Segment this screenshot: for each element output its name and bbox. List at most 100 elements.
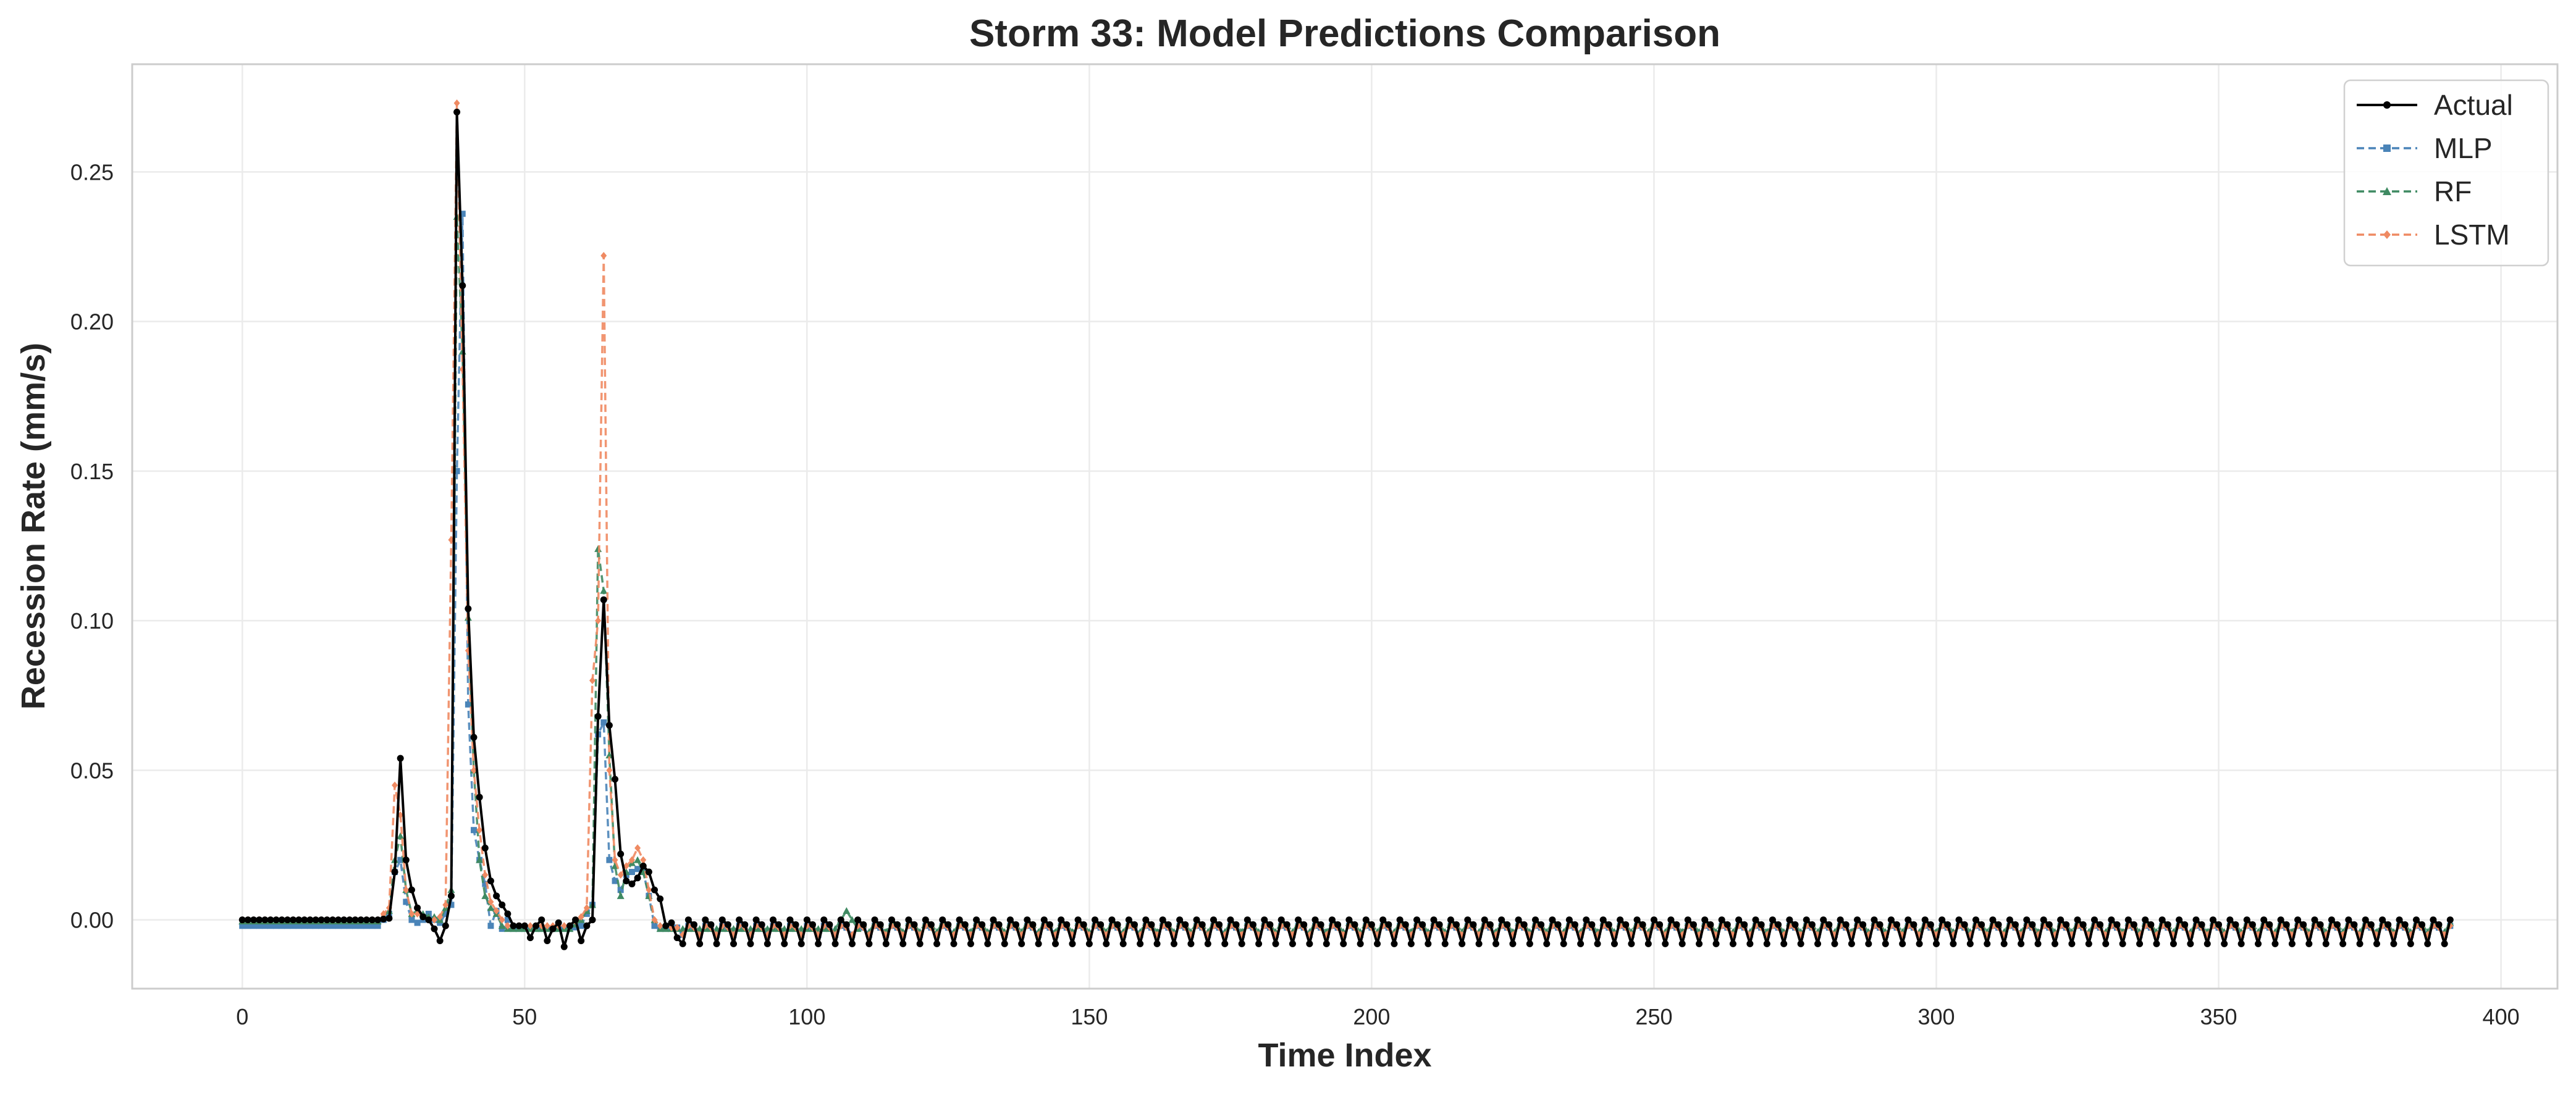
data-point-actual xyxy=(436,937,444,944)
data-point-rf xyxy=(696,925,704,932)
x-tick-label: 300 xyxy=(1917,1004,1955,1029)
data-point-actual xyxy=(820,916,828,924)
data-point-actual xyxy=(1865,940,1872,947)
data-point-mlp xyxy=(267,923,274,929)
data-point-actual xyxy=(2322,940,2330,947)
data-point-actual xyxy=(1046,921,1053,928)
data-point-actual xyxy=(792,921,799,928)
data-point-actual xyxy=(973,916,980,924)
data-point-actual xyxy=(2153,940,2160,947)
data-point-actual xyxy=(1673,921,1680,928)
data-point-actual xyxy=(1475,940,1483,947)
data-point-actual xyxy=(1554,921,1562,928)
data-point-actual xyxy=(2097,921,2104,928)
data-point-actual xyxy=(939,916,946,924)
data-point-actual xyxy=(1137,940,1144,947)
data-point-actual xyxy=(1092,916,1099,924)
data-point-actual xyxy=(2334,921,2341,928)
data-point-actual xyxy=(2090,916,2098,924)
data-point-mlp xyxy=(239,923,246,929)
data-point-actual xyxy=(1492,940,1500,947)
data-point-actual xyxy=(668,919,675,926)
data-point-actual xyxy=(2057,916,2065,924)
data-point-actual xyxy=(1701,916,1709,924)
data-point-actual xyxy=(1402,921,1409,928)
data-point-actual xyxy=(340,916,348,924)
data-point-actual xyxy=(730,940,738,947)
data-point-actual xyxy=(1921,916,1929,924)
data-point-actual xyxy=(374,916,382,924)
data-point-actual xyxy=(1413,916,1421,924)
data-point-lstm xyxy=(544,922,550,930)
data-point-actual xyxy=(865,940,873,947)
data-point-actual xyxy=(1752,916,1759,924)
data-point-actual xyxy=(1170,940,1177,947)
data-point-actual xyxy=(1644,940,1652,947)
data-point-mlp xyxy=(578,923,584,929)
data-point-actual xyxy=(318,916,325,924)
data-point-actual xyxy=(1486,921,1494,928)
data-point-actual xyxy=(764,940,771,947)
data-point-actual xyxy=(1944,921,1951,928)
data-point-actual xyxy=(1362,916,1370,924)
data-point-actual xyxy=(2328,916,2335,924)
data-point-actual xyxy=(967,940,974,947)
legend-marker-rf xyxy=(2383,187,2391,195)
data-point-actual xyxy=(1538,921,1545,928)
data-point-actual xyxy=(244,916,251,924)
data-point-actual xyxy=(1024,916,1031,924)
data-point-actual xyxy=(605,722,613,729)
data-point-mlp xyxy=(340,923,347,929)
data-point-actual xyxy=(1741,921,1748,928)
data-point-actual xyxy=(1871,916,1878,924)
data-point-actual xyxy=(1074,916,1082,924)
data-point-mlp xyxy=(397,856,404,863)
data-point-actual xyxy=(961,921,969,928)
data-point-lstm xyxy=(392,781,398,789)
data-point-actual xyxy=(1831,940,1838,947)
data-point-actual xyxy=(1984,940,1991,947)
data-point-actual xyxy=(1520,921,1528,928)
data-point-actual xyxy=(1357,940,1364,947)
data-point-actual xyxy=(368,916,376,924)
x-tick-label: 0 xyxy=(236,1004,248,1029)
data-point-actual xyxy=(1470,921,1477,928)
data-point-actual xyxy=(1255,940,1263,947)
data-point-actual xyxy=(1306,940,1313,947)
data-point-actual xyxy=(1272,940,1279,947)
data-point-actual xyxy=(617,850,625,858)
y-tick-label: 0.05 xyxy=(70,758,114,783)
data-point-actual xyxy=(2305,940,2313,947)
data-point-actual xyxy=(1464,916,1471,924)
data-point-actual xyxy=(2390,940,2397,947)
data-point-mlp xyxy=(442,910,449,917)
data-point-actual xyxy=(1283,921,1290,928)
data-point-actual xyxy=(798,940,805,947)
y-tick-label: 0.15 xyxy=(70,459,114,484)
data-point-lstm xyxy=(606,766,613,774)
data-point-actual xyxy=(256,916,263,924)
data-point-lstm xyxy=(453,99,460,107)
data-point-actual xyxy=(843,921,850,928)
data-point-actual xyxy=(899,940,907,947)
data-point-actual xyxy=(1238,940,1245,947)
data-point-actual xyxy=(1097,921,1105,928)
data-point-rf xyxy=(476,856,484,863)
data-point-rf xyxy=(605,752,613,759)
data-point-mlp xyxy=(617,887,624,894)
data-point-actual xyxy=(1797,940,1804,947)
data-point-actual xyxy=(2130,921,2137,928)
data-point-lstm xyxy=(595,617,602,625)
data-point-rf xyxy=(843,907,851,915)
y-axis-title: Recession Rate (mm/s) xyxy=(15,343,52,710)
data-point-actual xyxy=(2317,921,2324,928)
data-point-actual xyxy=(1198,921,1206,928)
data-point-actual xyxy=(1577,940,1585,947)
data-point-actual xyxy=(1876,921,1884,928)
data-point-actual xyxy=(623,877,630,885)
data-point-actual xyxy=(882,940,890,947)
data-point-actual xyxy=(589,916,596,924)
data-point-actual xyxy=(1814,940,1822,947)
data-point-rf xyxy=(617,892,625,899)
data-point-actual xyxy=(1114,921,1121,928)
